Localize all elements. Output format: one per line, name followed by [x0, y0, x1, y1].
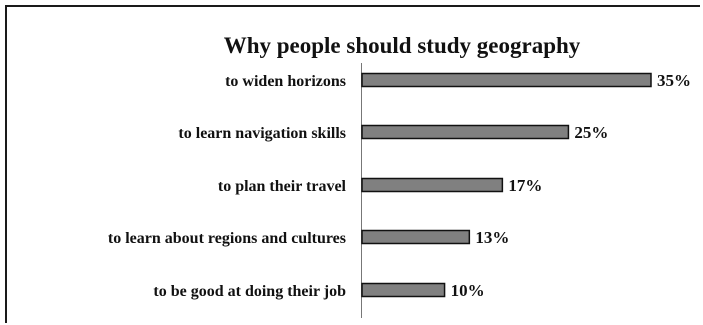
bar [361, 229, 471, 245]
category-label: to be good at doing their job [153, 283, 346, 300]
bar [361, 124, 570, 140]
data-label: 35% [657, 71, 691, 90]
chart-title: Why people should study geography [224, 33, 581, 58]
bar [361, 177, 504, 193]
bar [361, 72, 652, 88]
category-label: to plan their travel [218, 178, 347, 195]
data-label: 17% [508, 176, 542, 195]
data-label: 10% [451, 281, 485, 300]
category-label: to widen horizons [225, 73, 346, 90]
data-label: 13% [475, 228, 509, 247]
category-label: to learn navigation skills [178, 125, 346, 142]
chart-marks: to widen horizons 35% to learn navigation … [108, 71, 691, 300]
chart-frame [5, 5, 700, 323]
bar [361, 282, 446, 298]
category-label: to learn about regions and cultures [108, 230, 346, 247]
data-label: 25% [574, 123, 608, 142]
